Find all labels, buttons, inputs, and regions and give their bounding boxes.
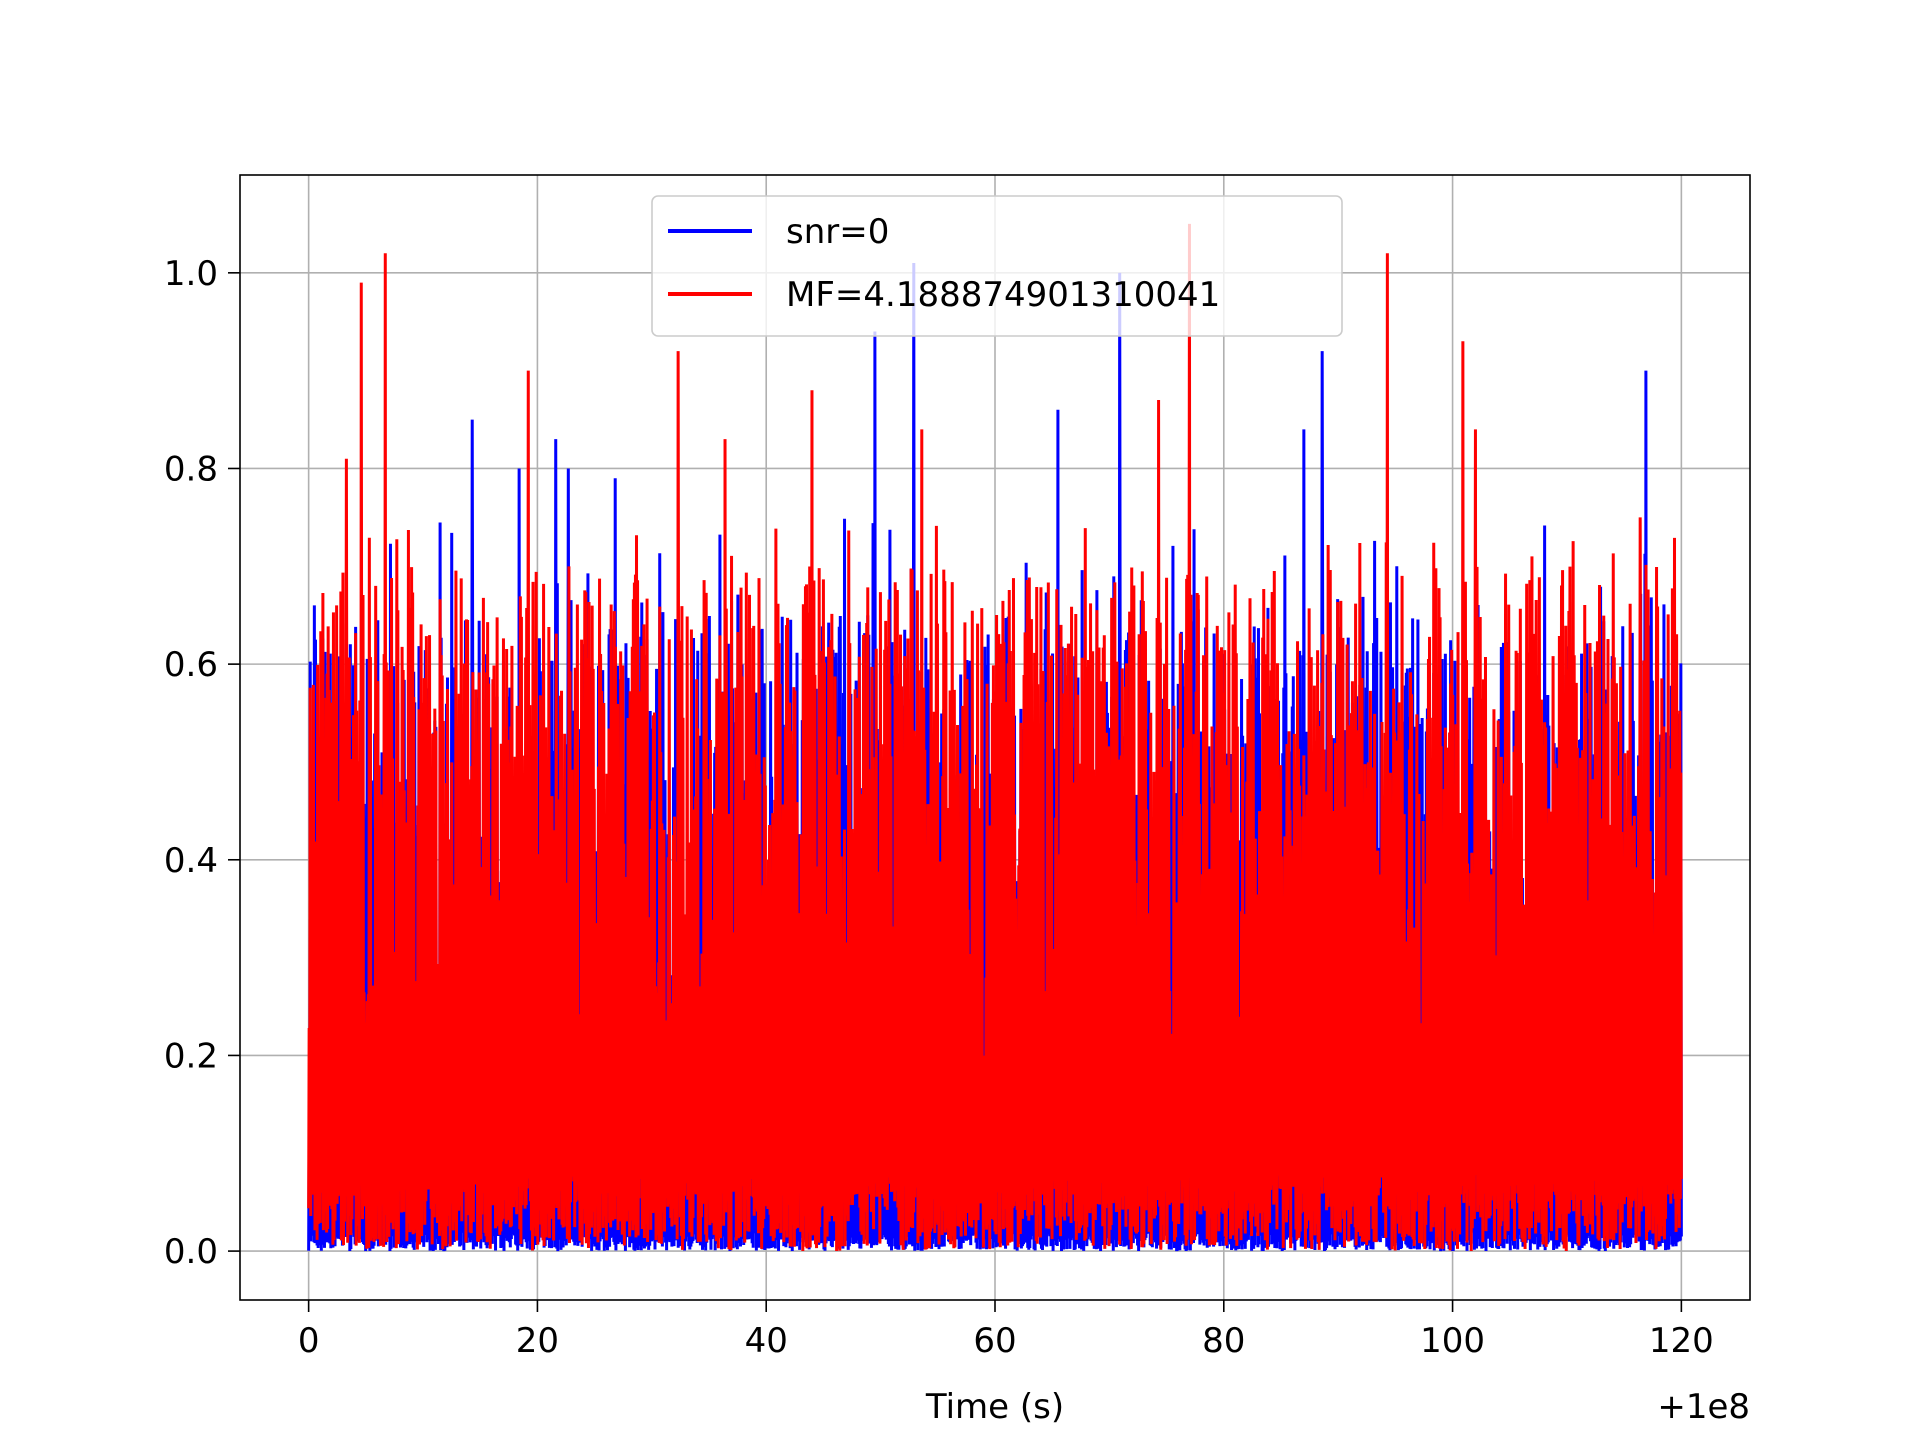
y-tick-label: 0.8 xyxy=(164,449,218,489)
axis-ticks: 0 20 40 60 80 100 120 0.0 0.2 0.4 0.6 0.8 1.0 xyxy=(164,254,1714,1361)
x-tick-label: 100 xyxy=(1420,1321,1485,1361)
y-tick-label: 0.4 xyxy=(164,841,218,881)
legend-label-mf: MF=4.188874901310041 xyxy=(786,275,1220,315)
y-tick-label: 0.6 xyxy=(164,645,218,685)
y-tick-label: 0.0 xyxy=(164,1232,218,1272)
legend-label-snr: snr=0 xyxy=(786,212,889,252)
legend-box xyxy=(651,195,1343,337)
x-axis-offset-label: +1e8 xyxy=(1657,1387,1750,1427)
legend: snr=0 MF=4.188874901310041 xyxy=(651,195,1343,337)
x-axis-label: Time (s) xyxy=(925,1387,1064,1427)
y-tick-label: 0.2 xyxy=(164,1036,218,1076)
series-layer xyxy=(307,223,1683,1252)
x-tick-label: 20 xyxy=(516,1321,559,1361)
series-line-mf xyxy=(307,223,1683,1252)
x-tick-label: 80 xyxy=(1202,1321,1245,1361)
y-tick-label: 1.0 xyxy=(164,254,218,294)
x-tick-label: 40 xyxy=(745,1321,788,1361)
x-tick-label: 60 xyxy=(973,1321,1016,1361)
x-tick-label: 120 xyxy=(1649,1321,1714,1361)
x-tick-label: 0 xyxy=(298,1321,320,1361)
